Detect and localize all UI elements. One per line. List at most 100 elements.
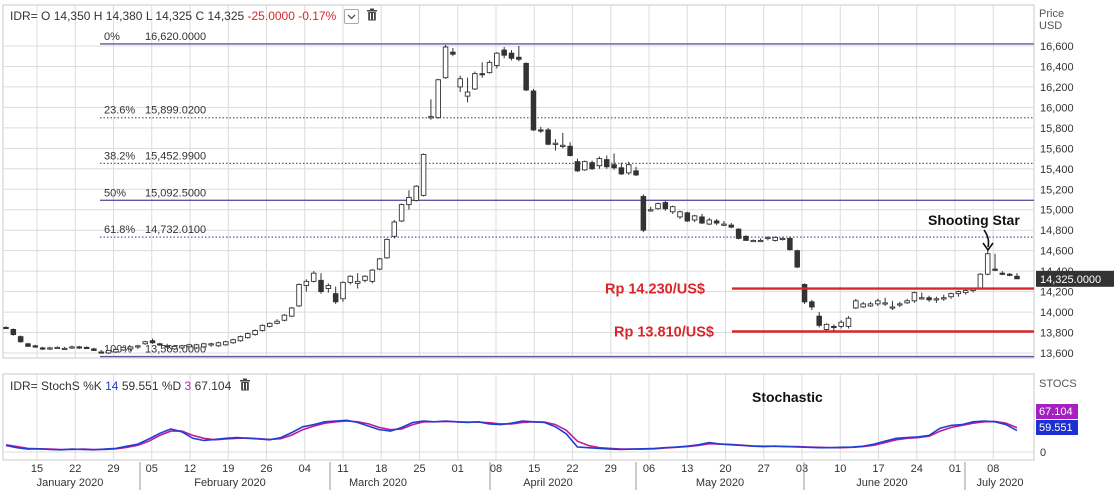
candle [391,219,398,239]
candle-body [999,272,1006,275]
candle [897,301,903,307]
x-day-tick-label: 01 [452,463,464,475]
candle-body [83,346,90,350]
x-day-tick-label: 19 [222,463,234,475]
x-day-tick-label: 29 [107,463,119,475]
candle-body [691,215,698,221]
price-tick-label: 16,000 [1040,102,1074,114]
candle [266,322,273,328]
candle-body [76,346,83,349]
candle-body [560,144,566,147]
candle [809,299,815,311]
candle-body [332,293,339,303]
candle-body [98,351,104,354]
candle-body [391,221,398,237]
candle-body [54,346,61,350]
candle-body [919,297,925,300]
candle-body [69,346,75,349]
candle-body [948,293,954,298]
candle [948,292,954,299]
candle-body [911,292,918,302]
candle [904,298,910,304]
candle-body [259,324,266,331]
chevron-down-icon[interactable] [343,8,359,24]
candle-body [728,224,735,228]
candle [845,316,852,329]
candle [662,200,669,211]
x-day-tick-label: 18 [375,463,387,475]
candle [113,348,119,353]
candle-body [904,300,910,304]
x-month-label: June 2020 [856,477,907,489]
candle [296,283,302,307]
candle [274,319,280,325]
candle-body [113,348,119,353]
candle-body [3,326,9,330]
candle [1014,273,1020,280]
x-day-tick-label: 10 [834,463,846,475]
candle-body [186,344,192,348]
price-tick-label: 16,400 [1040,61,1074,73]
candle-body [897,303,903,306]
candle [193,343,200,349]
candle [721,220,727,227]
candle-body [230,339,236,344]
price-tick-label: 16,200 [1040,82,1074,94]
candle [933,296,940,303]
candle [32,344,39,348]
candle [376,257,383,271]
candle-body [318,279,324,293]
candle-body [816,315,822,326]
candle-body [750,239,757,243]
candle-body [501,49,507,56]
fib-price-label: 14,732.0100 [145,224,206,236]
candle [76,345,83,349]
candle-body [647,209,654,212]
candle-body [882,302,888,305]
candle [501,47,507,59]
candle-body [303,280,310,286]
candle [633,166,639,176]
candle [54,346,61,350]
candle [647,206,654,212]
candle [794,249,800,269]
candle-body [809,301,815,308]
trash-icon[interactable] [366,8,378,24]
candle [208,342,214,347]
candle [757,238,764,243]
candle [179,344,185,349]
candle-body [369,269,376,282]
stoch-k-line [5,419,1018,451]
candle-body [508,52,515,59]
trash-icon[interactable] [239,378,251,394]
high-value: 14,380 [105,9,143,24]
candle-body [787,237,793,251]
candle [384,238,390,259]
candle [611,153,617,170]
candle [816,312,822,328]
candle-body [450,51,456,55]
candle-body [713,220,720,224]
candle [171,345,178,350]
candle-body [926,297,932,301]
candle [977,273,984,290]
candle-body [845,317,852,327]
candle-body [823,323,830,330]
x-day-tick-label: 24 [911,463,923,475]
candle-body [875,300,881,305]
change-percent: -0.17% [298,9,337,24]
candle-body [149,340,156,344]
candle [369,269,376,284]
stochastic-label: Stochastic [752,389,823,405]
candle [823,323,830,332]
candle-body [574,161,581,172]
candle-body [105,349,112,354]
x-month-label: January 2020 [37,477,104,489]
candle-body [486,61,493,74]
candle-body [142,341,148,345]
candle-body [164,345,170,348]
candle [105,349,112,355]
stoch-symbol: IDR= [10,379,38,394]
candle [750,239,757,243]
